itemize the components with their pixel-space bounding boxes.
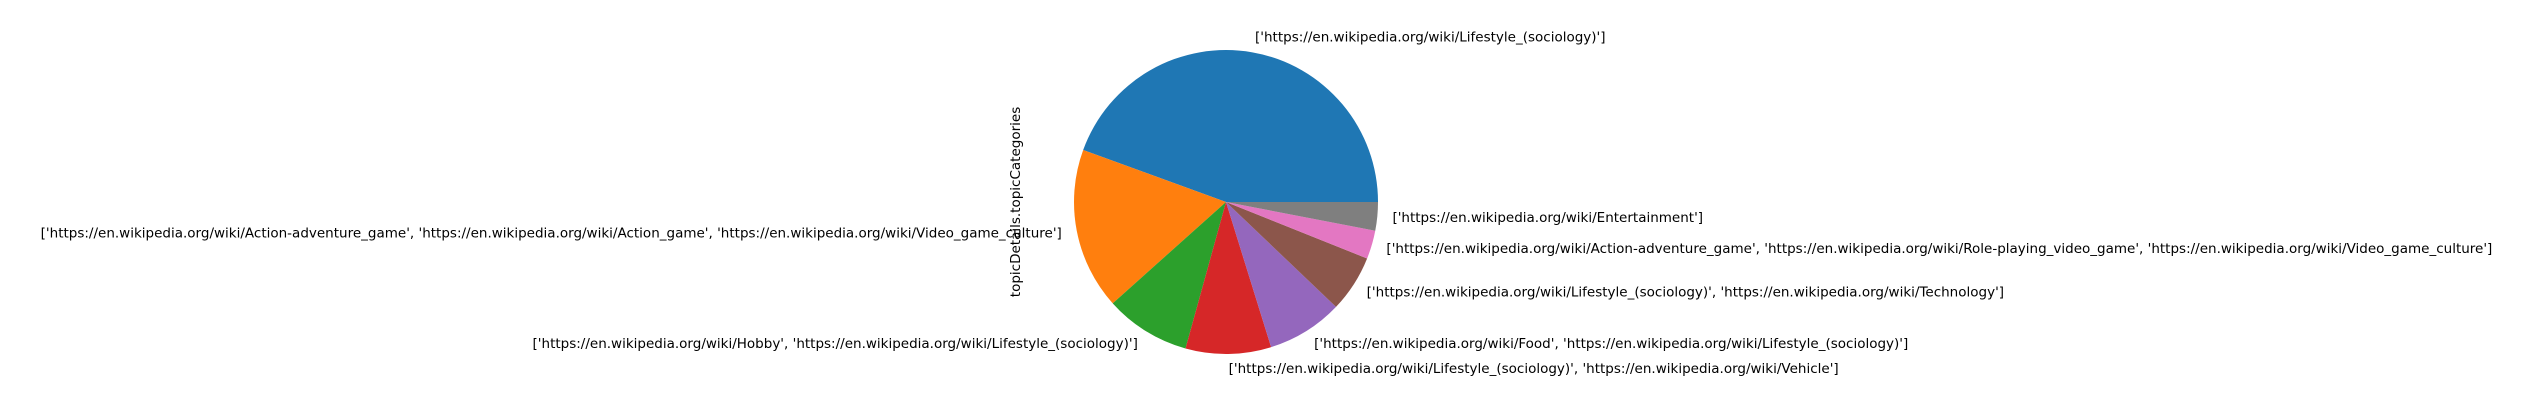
- pie-slice-4: [1185, 202, 1272, 354]
- slice-label-7: ['https://en.wikipedia.org/wiki/Action-a…: [1386, 241, 2492, 257]
- y-axis-label: topicDetails.topicCategories: [1008, 107, 1024, 297]
- pie-slice-2: [1074, 150, 1226, 304]
- slice-label-5: ['https://en.wikipedia.org/wiki/Food', '…: [1314, 336, 1908, 352]
- slice-label-6: ['https://en.wikipedia.org/wiki/Lifestyl…: [1367, 284, 2004, 300]
- pie-slice-5: [1226, 202, 1337, 348]
- slice-label-1: ['https://en.wikipedia.org/wiki/Lifestyl…: [1255, 29, 1606, 45]
- pie-slice-1: [1083, 50, 1378, 203]
- slice-labels: ['https://en.wikipedia.org/wiki/Lifestyl…: [41, 29, 2493, 377]
- pie-slice-8: [1226, 202, 1378, 231]
- pie-slices: [1074, 50, 1378, 354]
- pie-slice-7: [1226, 202, 1376, 259]
- pie-slice-6: [1226, 202, 1368, 307]
- slice-label-3: ['https://en.wikipedia.org/wiki/Hobby', …: [533, 336, 1138, 352]
- slice-label-8: ['https://en.wikipedia.org/wiki/Entertai…: [1392, 210, 1703, 226]
- slice-label-4: ['https://en.wikipedia.org/wiki/Lifestyl…: [1229, 361, 1839, 377]
- pie-slice-3: [1112, 202, 1226, 349]
- slice-label-2: ['https://en.wikipedia.org/wiki/Action-a…: [41, 226, 1062, 242]
